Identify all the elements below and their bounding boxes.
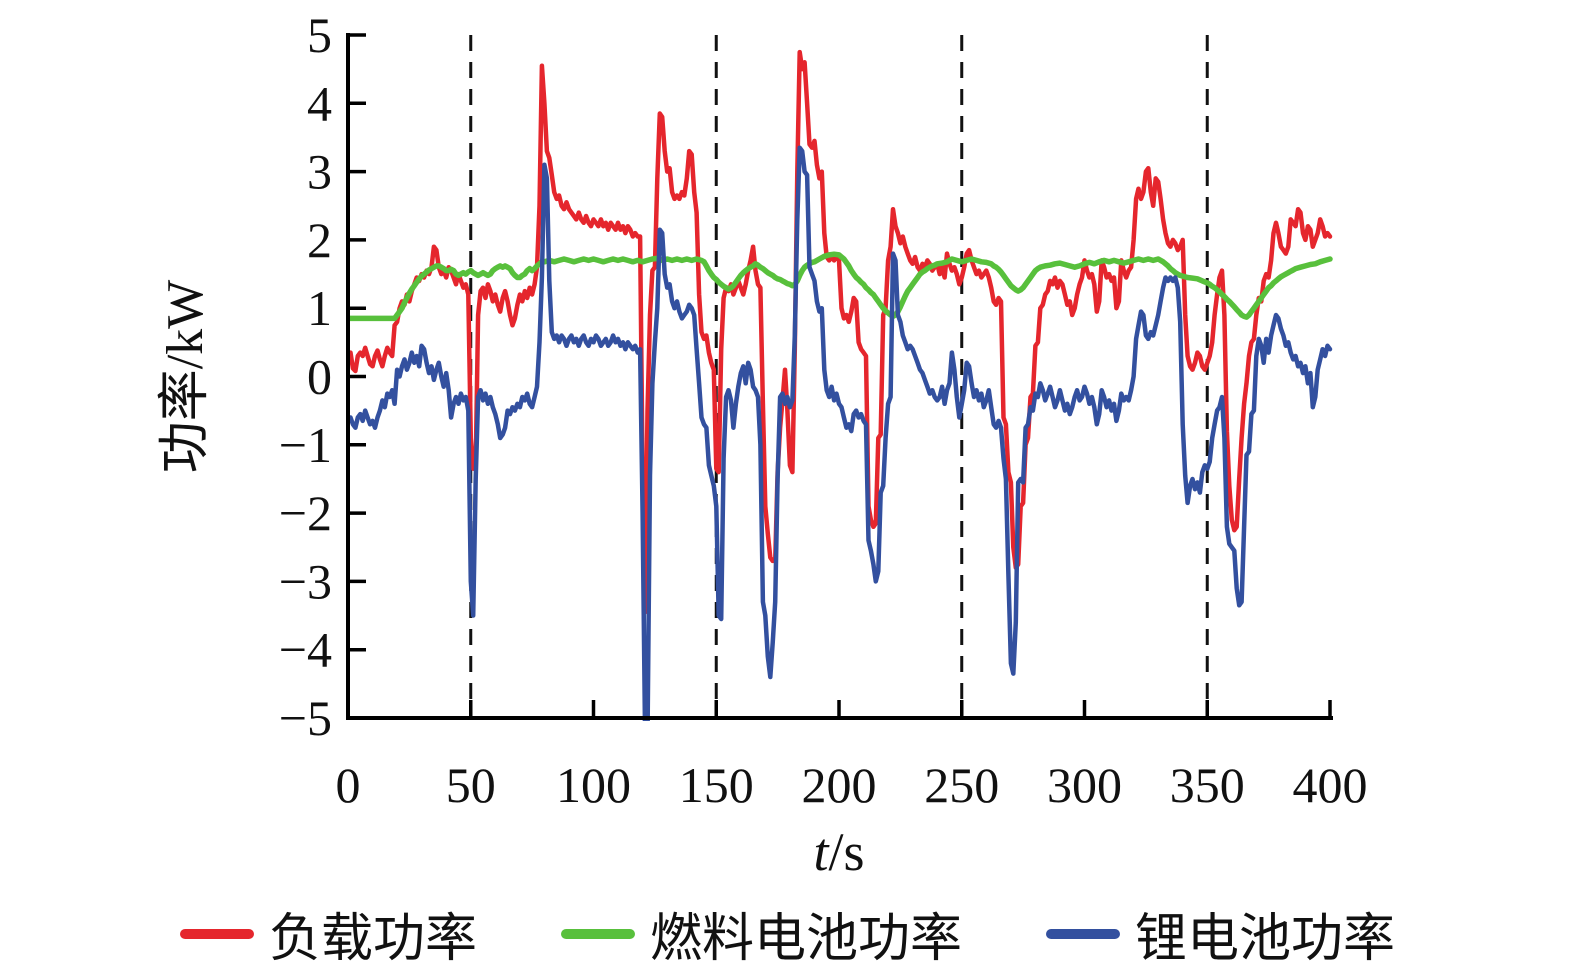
legend-item-load-power: 负载功率 — [179, 896, 477, 971]
x-tick-label: 150 — [679, 757, 754, 813]
y-tick-label: 1 — [307, 280, 332, 336]
y-tick-label: −3 — [279, 553, 332, 609]
y-tick-label: −1 — [279, 417, 332, 473]
x-tick-label: 350 — [1170, 757, 1245, 813]
y-tick-label: 3 — [307, 144, 332, 200]
y-tick-label: 2 — [307, 212, 332, 268]
series-line-1 — [346, 251, 1333, 322]
y-tick-label: 4 — [307, 75, 332, 131]
x-tick-label: 250 — [924, 757, 999, 813]
y-tick-label: −5 — [279, 690, 332, 746]
y-tick-label: 5 — [307, 7, 332, 63]
x-tick-label: 0 — [336, 757, 361, 813]
y-tick-label: 0 — [307, 349, 332, 405]
legend-label-load-power: 负载功率 — [268, 911, 477, 968]
x-axis-title: t/s — [813, 822, 864, 882]
legend-swatch-battery-power — [1046, 928, 1120, 939]
y-tick-label: −4 — [279, 622, 332, 678]
x-tick-label: 50 — [446, 757, 496, 813]
legend-swatch-fuel-cell-power — [560, 928, 635, 939]
x-tick-label: 400 — [1293, 757, 1368, 813]
y-tick-label: −2 — [279, 485, 332, 541]
x-tick-label: 100 — [556, 757, 631, 813]
legend-label-battery-power: 锂电池功率 — [1135, 911, 1396, 968]
series-line-0 — [346, 49, 1333, 615]
legend-item-battery-power: 锂电池功率 — [1046, 896, 1395, 971]
chart-legend: 负载功率 燃料电池功率 锂电池功率 — [0, 896, 1575, 971]
legend-swatch-load-power — [179, 928, 254, 939]
x-tick-label: 200 — [802, 757, 877, 813]
series-line-2 — [346, 145, 1333, 721]
x-tick-label: 300 — [1047, 757, 1122, 813]
y-axis-title: 功率/kW — [157, 280, 214, 474]
legend-label-fuel-cell-power: 燃料电池功率 — [649, 911, 962, 968]
legend-item-fuel-cell-power: 燃料电池功率 — [560, 896, 962, 971]
